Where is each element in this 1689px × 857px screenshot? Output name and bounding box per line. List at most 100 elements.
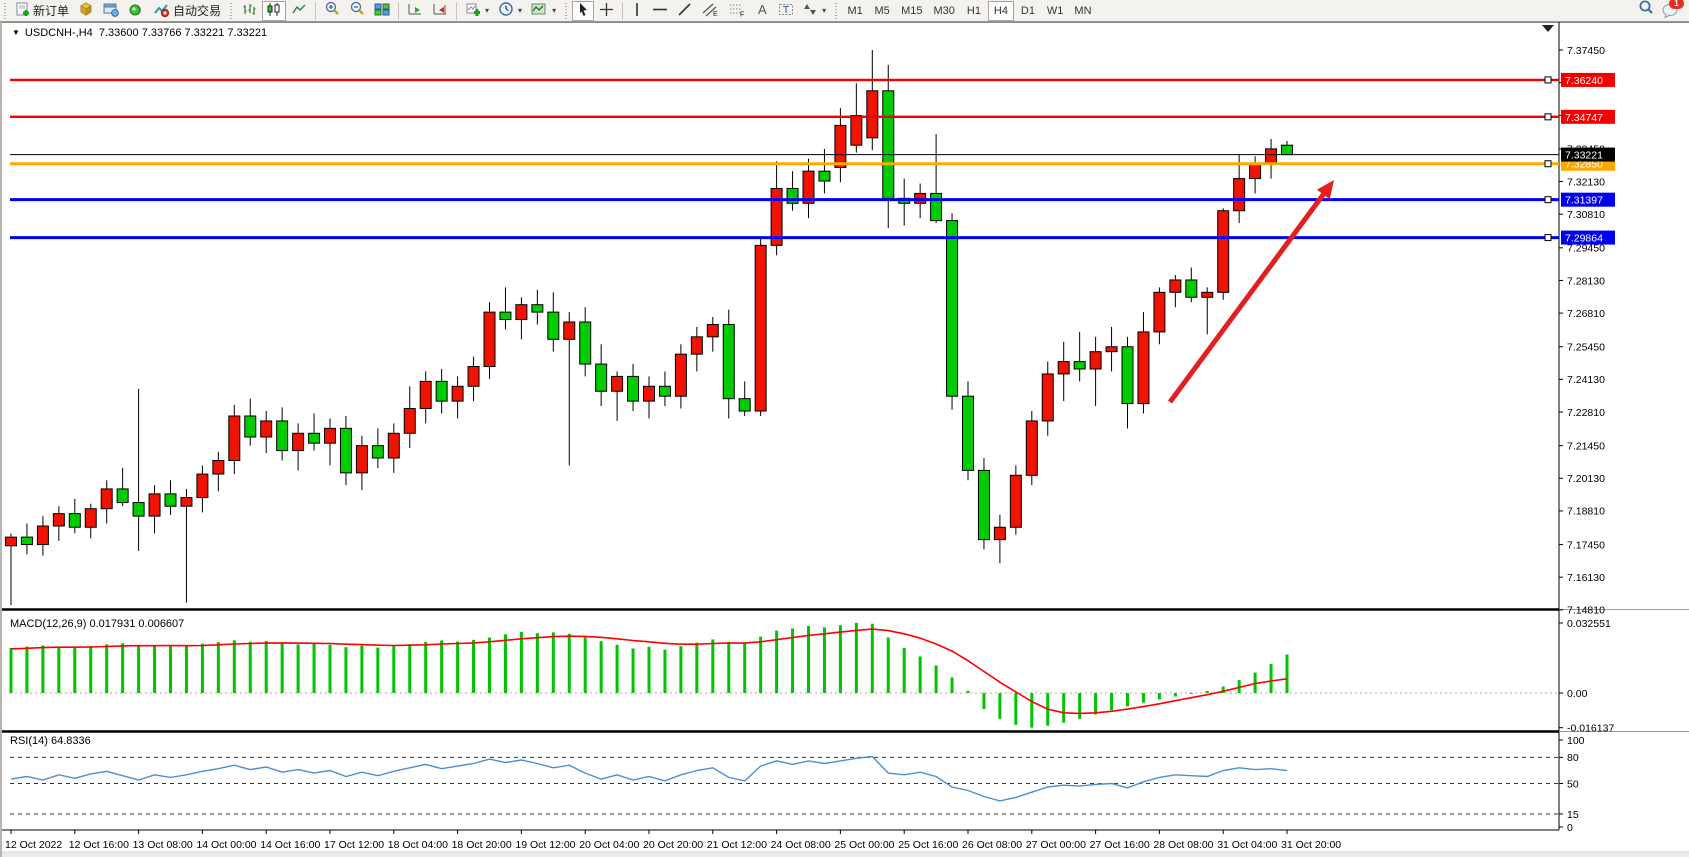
tf-h1-button[interactable]: H1: [961, 1, 987, 21]
navigator-button[interactable]: [99, 1, 123, 21]
autotrading-button[interactable]: 自动交易: [149, 1, 225, 21]
autotrading-icon: [153, 2, 170, 20]
horizontal-line-button[interactable]: [648, 1, 672, 21]
svg-text:7.30810: 7.30810: [1567, 209, 1605, 221]
tf-m15-button[interactable]: M15: [896, 1, 927, 21]
svg-text:7.16130: 7.16130: [1567, 572, 1605, 584]
arrows-icon: [803, 2, 818, 20]
vertical-line-icon: [631, 2, 643, 20]
svg-text:20 Oct 20:00: 20 Oct 20:00: [643, 839, 703, 851]
svg-text:13 Oct 08:00: 13 Oct 08:00: [133, 839, 193, 851]
svg-text:31 Oct 20:00: 31 Oct 20:00: [1281, 839, 1341, 851]
svg-text:14 Oct 16:00: 14 Oct 16:00: [260, 839, 320, 851]
trend-arrow[interactable]: [1167, 189, 1328, 404]
equidistant-channel-button[interactable]: E: [697, 1, 723, 21]
svg-text:7.32130: 7.32130: [1567, 176, 1605, 188]
toolbar-grip[interactable]: [228, 2, 235, 19]
svg-text:26 Oct 08:00: 26 Oct 08:00: [962, 839, 1022, 851]
vertical-line-button[interactable]: [627, 1, 647, 21]
auto-scroll-icon: [407, 2, 423, 20]
candlestick-button[interactable]: [262, 0, 287, 21]
navigator-icon: [103, 2, 119, 20]
cursor-button[interactable]: [572, 0, 595, 21]
text-label-button[interactable]: T: [774, 1, 798, 21]
terminal-button[interactable]: [124, 1, 148, 21]
chart-area[interactable]: 7.374507.361307.348107.334507.321307.308…: [0, 22, 1689, 857]
candles: [5, 50, 1293, 606]
tf-m5-button[interactable]: M5: [869, 1, 895, 21]
svg-text:7.14810: 7.14810: [1567, 605, 1605, 617]
svg-text:27 Oct 16:00: 27 Oct 16:00: [1090, 839, 1150, 851]
time-axis: 12 Oct 2022 12 Oct 16:00 13 Oct 08:00 14 Oc…: [5, 830, 1341, 851]
toolbar-grip[interactable]: [563, 2, 570, 19]
svg-text:7.33221: 7.33221: [1565, 150, 1603, 162]
svg-text:7.20130: 7.20130: [1567, 473, 1605, 485]
indicators-button[interactable]: ▾: [461, 1, 493, 21]
svg-text:-0.016137: -0.016137: [1567, 723, 1614, 735]
svg-text:18 Oct 04:00: 18 Oct 04:00: [388, 839, 448, 851]
svg-text:7.26810: 7.26810: [1567, 308, 1605, 320]
svg-text:F: F: [740, 11, 744, 17]
chart-shift-button[interactable]: [428, 1, 452, 21]
svg-text:0.00: 0.00: [1567, 688, 1588, 700]
tf-d1-button[interactable]: D1: [1015, 1, 1041, 21]
toolbar-grip[interactable]: [833, 2, 840, 19]
svg-text:7.25450: 7.25450: [1567, 342, 1605, 354]
tile-windows-button[interactable]: [370, 1, 394, 21]
svg-text:24 Oct 08:00: 24 Oct 08:00: [771, 839, 831, 851]
tf-w1-button[interactable]: W1: [1042, 1, 1069, 21]
rsi-axis: 100 80 50 150: [10, 735, 1585, 834]
equidistant-channel-icon: E: [701, 2, 719, 20]
svg-text:21 Oct 12:00: 21 Oct 12:00: [707, 839, 767, 851]
cursor-icon: [576, 2, 590, 20]
trendline-button[interactable]: [673, 1, 696, 21]
new-order-icon: [15, 2, 30, 20]
current-price-label: [1561, 147, 1615, 162]
svg-text:100: 100: [1567, 735, 1585, 747]
tf-m1-button[interactable]: M1: [842, 1, 868, 21]
search-icon[interactable]: [1637, 0, 1655, 22]
chart-shift-icon: [432, 2, 448, 20]
rsi-line: [10, 755, 1288, 802]
line-chart-button[interactable]: [287, 1, 311, 21]
chart-shift-marker[interactable]: [1542, 25, 1554, 32]
bar-chart-button[interactable]: [237, 1, 261, 21]
autotrading-label: 自动交易: [173, 4, 222, 18]
tf-m30-button[interactable]: M30: [929, 1, 960, 21]
price-axis: 7.374507.361307.348107.334507.321307.308…: [1559, 45, 1605, 617]
svg-text:12 Oct 2022: 12 Oct 2022: [5, 839, 62, 851]
zoom-in-button[interactable]: [320, 1, 344, 21]
svg-text:50: 50: [1567, 778, 1579, 790]
market-watch-icon: [78, 1, 94, 20]
candlestick-icon: [266, 2, 282, 20]
toolbar-grip[interactable]: [2, 2, 8, 19]
svg-text:7.36240: 7.36240: [1565, 75, 1603, 87]
chat-button[interactable]: 1: [1661, 0, 1684, 20]
market-watch-button[interactable]: [74, 1, 98, 21]
arrows-button[interactable]: ▾: [799, 1, 830, 21]
svg-text:25 Oct 00:00: 25 Oct 00:00: [834, 839, 894, 851]
trendline-icon: [677, 2, 692, 20]
templates-button[interactable]: ▾: [527, 1, 560, 21]
svg-text:12 Oct 16:00: 12 Oct 16:00: [69, 839, 129, 851]
indicators-icon: [465, 2, 481, 20]
tile-windows-icon: [374, 2, 390, 20]
svg-text:0: 0: [1567, 822, 1573, 834]
svg-text:27 Oct 00:00: 27 Oct 00:00: [1026, 839, 1086, 851]
rsi-indicator-label: RSI(14) 64.8336: [10, 735, 91, 747]
fibonacci-button[interactable]: F: [724, 1, 750, 21]
text-button[interactable]: A: [751, 1, 773, 21]
zoom-out-button[interactable]: [345, 1, 369, 21]
svg-text:28 Oct 08:00: 28 Oct 08:00: [1153, 839, 1213, 851]
crosshair-button[interactable]: [595, 1, 618, 21]
macd-signal-line: [10, 628, 1288, 715]
chart-title-collapse-icon[interactable]: ▼: [12, 28, 20, 37]
tf-h4-button[interactable]: H4: [987, 0, 1014, 21]
tf-mn-button[interactable]: MN: [1069, 1, 1096, 21]
svg-text:A: A: [758, 2, 767, 17]
price-chart-svg[interactable]: 7.374507.361307.348107.334507.321307.308…: [2, 22, 1689, 857]
text-icon: A: [755, 2, 769, 20]
periods-button[interactable]: ▾: [494, 1, 526, 21]
new-order-button[interactable]: 新订单: [11, 1, 73, 21]
auto-scroll-button[interactable]: [403, 1, 427, 21]
